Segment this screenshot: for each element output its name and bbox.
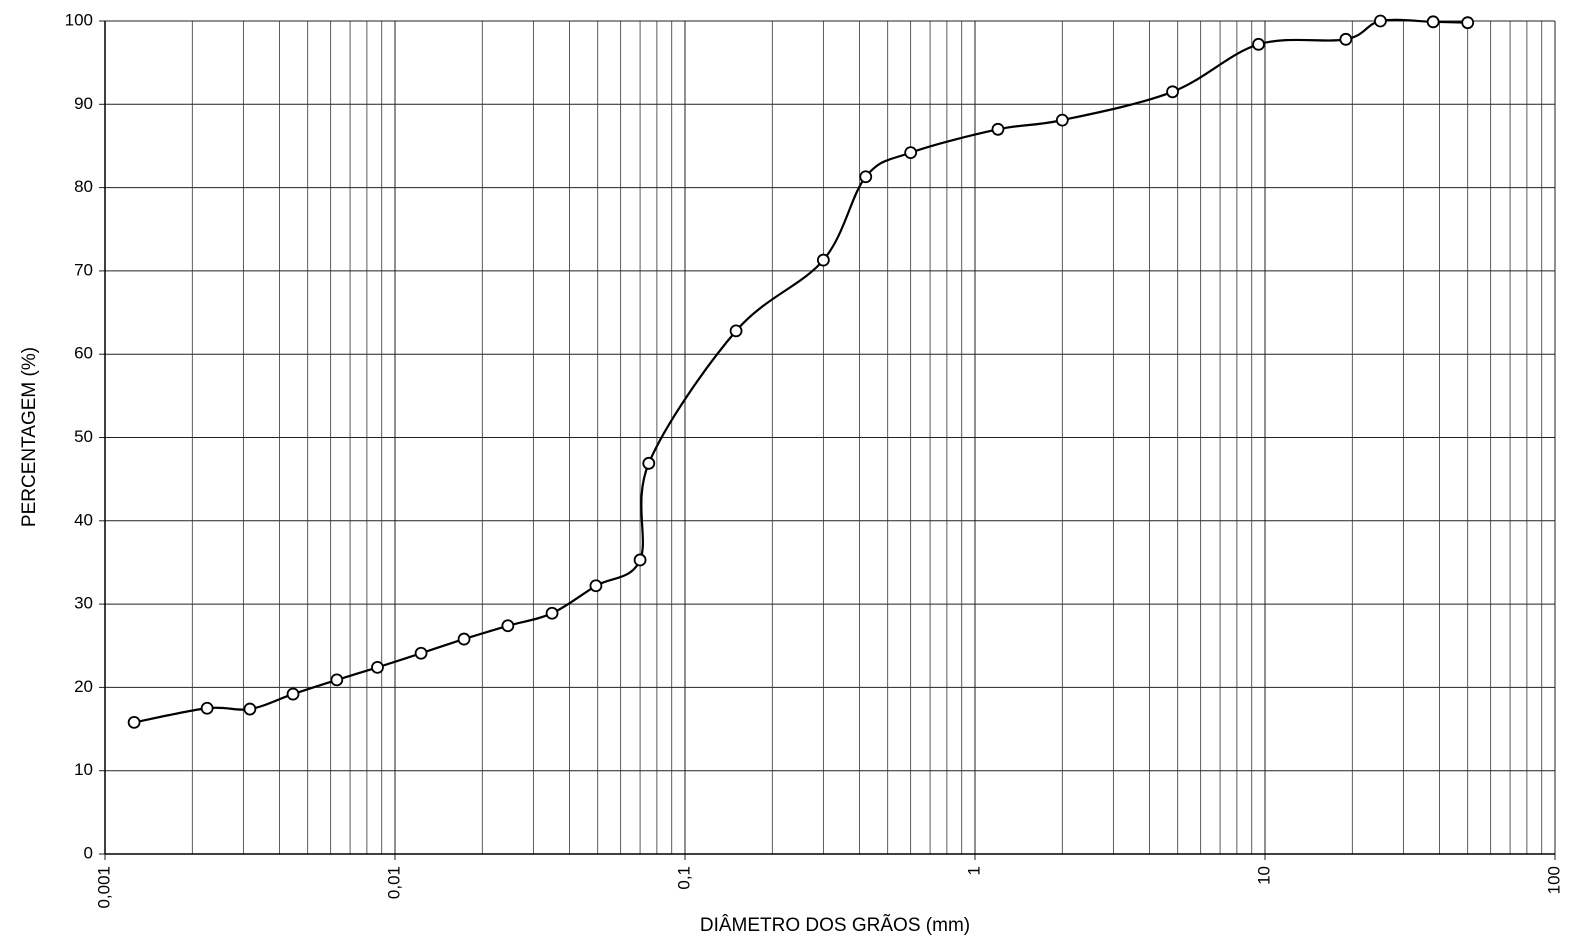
point xyxy=(1374,14,1387,28)
x-tick-label: 1 xyxy=(964,866,983,875)
x-tick-label: 0,01 xyxy=(384,866,403,899)
x-tick-label: 0,001 xyxy=(94,866,113,909)
point xyxy=(1055,113,1069,127)
point xyxy=(1461,16,1475,30)
point xyxy=(243,702,257,716)
y-tick-label: 10 xyxy=(74,760,93,779)
y-axis-title: PERCENTAGEM (%) xyxy=(19,347,40,527)
x-tick-label: 10 xyxy=(1254,866,1273,885)
x-tick-label: 100 xyxy=(1544,866,1563,894)
y-tick-label: 80 xyxy=(74,177,93,196)
y-tick-label: 90 xyxy=(74,94,93,113)
point xyxy=(633,553,647,567)
point xyxy=(330,673,344,687)
point xyxy=(642,456,656,470)
y-tick-label: 40 xyxy=(74,510,93,529)
point xyxy=(457,632,471,646)
y-tick-label: 50 xyxy=(74,427,93,446)
point xyxy=(371,661,384,674)
point xyxy=(729,324,743,338)
point xyxy=(200,701,214,715)
point xyxy=(1339,32,1353,46)
point xyxy=(501,619,515,633)
point xyxy=(1426,15,1440,29)
point xyxy=(904,146,918,160)
point xyxy=(545,606,559,620)
y-tick-label: 100 xyxy=(65,10,93,29)
point xyxy=(816,253,830,267)
y-tick-label: 30 xyxy=(74,594,93,613)
x-axis-title: DIÂMETRO DOS GRÃOS (mm) xyxy=(700,914,970,936)
x-tick-label: 0,1 xyxy=(674,866,693,890)
y-tick-label: 20 xyxy=(74,677,93,696)
y-tick-label: 70 xyxy=(74,260,93,279)
point xyxy=(1252,37,1265,51)
point xyxy=(127,715,141,729)
y-tick-label: 0 xyxy=(84,843,93,862)
point xyxy=(1166,85,1179,99)
line xyxy=(133,18,1468,724)
point xyxy=(859,170,873,184)
point xyxy=(414,646,428,660)
point xyxy=(991,122,1005,136)
point xyxy=(286,687,300,701)
y-tick-label: 60 xyxy=(74,344,93,363)
point xyxy=(589,579,603,593)
